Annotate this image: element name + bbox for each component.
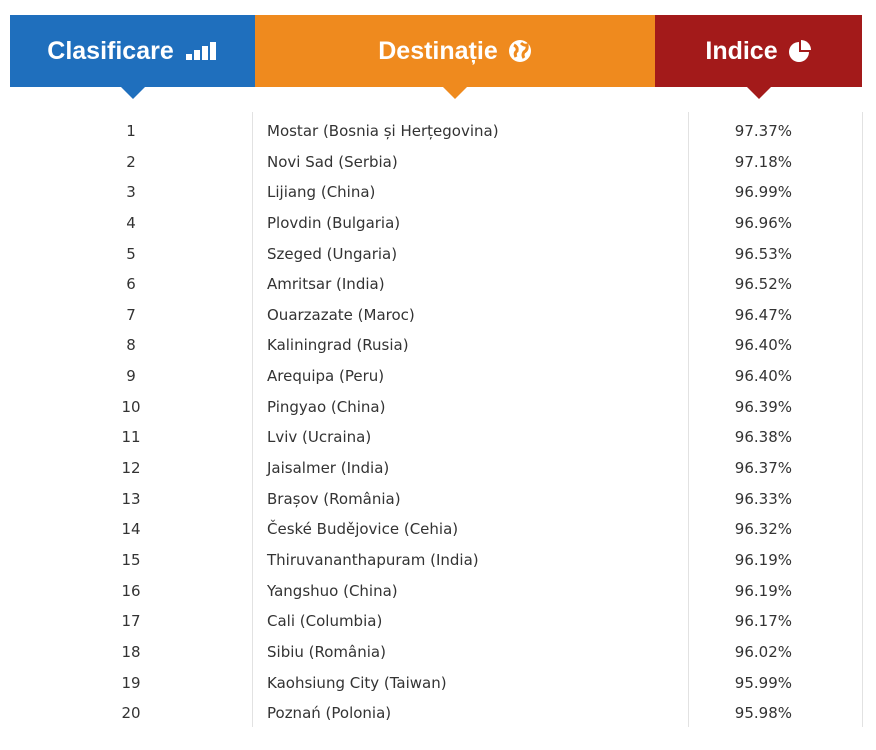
cell-dest: Mostar (Bosnia și Herțegovina): [267, 122, 499, 140]
header-label: Clasificare: [47, 36, 174, 65]
bars-icon: [185, 42, 216, 60]
cell-rank: 6: [126, 275, 136, 294]
cell-rank: 4: [126, 213, 136, 232]
cell-idx: 95.98%: [734, 704, 792, 723]
cell-idx: 96.19%: [734, 550, 792, 569]
cell-dest: České Budějovice (Cehia): [267, 520, 459, 539]
cell-idx: 96.40%: [734, 367, 792, 386]
table-row: 10 Pingyao (China) 96.39%: [10, 394, 862, 425]
cell-dest: Sibiu (România): [267, 642, 386, 661]
cell-dest: Arequipa (Peru): [267, 367, 385, 386]
cell-rank: 17: [121, 612, 141, 631]
table-row: 7 Ouarzazate (Maroc) 96.47%: [10, 302, 862, 333]
cell-dest: Lviv (Ucraina): [267, 428, 372, 447]
table-row: 2 Novi Sad (Serbia) 97.18%: [10, 149, 862, 180]
cell-idx: 97.37%: [734, 122, 792, 140]
cell-dest: Kaliningrad (Rusia): [267, 336, 409, 355]
cell-dest: Lijiang (China): [267, 183, 376, 202]
table-row: 11 Lviv (Ucraina) 96.38%: [10, 424, 862, 455]
table-row: 15 Thiruvananthapuram (India) 96.19%: [10, 547, 862, 578]
cell-dest: Plovdin (Bulgaria): [267, 213, 401, 232]
cell-rank: 18: [121, 642, 141, 661]
cell-idx: 96.47%: [734, 305, 792, 324]
cell-rank: 9: [126, 367, 136, 386]
cell-dest: Cali (Columbia): [267, 612, 383, 631]
cell-idx: 96.52%: [734, 275, 792, 294]
table-row: 13 Brașov (România) 96.33%: [10, 486, 862, 517]
cell-rank: 7: [126, 305, 136, 324]
table-row: 9 Arequipa (Peru) 96.40%: [10, 363, 862, 394]
cell-idx: 96.37%: [734, 459, 792, 478]
cell-rank: 10: [121, 397, 141, 416]
cell-rank: 5: [126, 244, 136, 263]
cell-dest: Jaisalmer (India): [267, 459, 390, 478]
cell-dest: Thiruvananthapuram (India): [267, 550, 479, 569]
cell-idx: 96.99%: [734, 183, 792, 202]
table-row: 14 České Budějovice (Cehia) 96.32%: [10, 516, 862, 547]
cell-rank: 16: [121, 581, 141, 600]
header-label: Indice: [705, 36, 778, 65]
cell-rank: 8: [126, 336, 136, 355]
cell-dest: Novi Sad (Serbia): [267, 152, 398, 171]
cell-dest: Kaohsiung City (Taiwan): [267, 673, 447, 692]
cell-rank: 12: [121, 459, 141, 478]
cell-idx: 96.39%: [734, 397, 792, 416]
divider: [688, 112, 689, 727]
table-row: 5 Szeged (Ungaria) 96.53%: [10, 241, 862, 272]
cell-rank: 20: [121, 704, 141, 723]
table-row: 8 Kaliningrad (Rusia) 96.40%: [10, 332, 862, 363]
pie-icon: [788, 40, 811, 62]
cell-idx: 96.53%: [734, 244, 792, 263]
cell-rank: 14: [121, 520, 141, 539]
cell-rank: 3: [126, 183, 136, 202]
table-row: 6 Amritsar (India) 96.52%: [10, 271, 862, 302]
table-row: 4 Plovdin (Bulgaria) 96.96%: [10, 210, 862, 241]
cell-rank: 1: [126, 122, 136, 140]
divider: [862, 112, 863, 727]
cell-idx: 96.96%: [734, 213, 792, 232]
table-row: 1 Mostar (Bosnia și Herțegovina) 97.37%: [10, 118, 862, 149]
cell-idx: 96.02%: [734, 642, 792, 661]
table-row: 17 Cali (Columbia) 96.17%: [10, 608, 862, 639]
cell-rank: 11: [121, 428, 141, 447]
cell-rank: 13: [121, 489, 141, 508]
cell-dest: Pingyao (China): [267, 397, 386, 416]
cell-idx: 95.99%: [734, 673, 792, 692]
table: 1 Mostar (Bosnia și Herțegovina) 97.37% 2 No…: [10, 118, 862, 731]
cell-dest: Poznań (Polonia): [267, 704, 392, 723]
table-row: 19 Kaohsiung City (Taiwan) 95.99%: [10, 670, 862, 701]
header-label: Destinație: [378, 36, 498, 65]
table-row: 12 Jaisalmer (India) 96.37%: [10, 455, 862, 486]
cell-idx: 96.17%: [734, 612, 792, 631]
header-rank: Clasificare: [10, 15, 255, 99]
cell-dest: Ouarzazate (Maroc): [267, 305, 415, 324]
cell-idx: 96.40%: [734, 336, 792, 355]
header-destination: Destinație: [255, 15, 655, 99]
divider: [252, 112, 253, 727]
table-row: 20 Poznań (Polonia) 95.98%: [10, 700, 862, 731]
cell-rank: 2: [126, 152, 136, 171]
cell-dest: Yangshuo (China): [267, 581, 398, 600]
cell-idx: 97.18%: [734, 152, 792, 171]
cell-idx: 96.32%: [734, 520, 792, 539]
cell-dest: Amritsar (India): [267, 275, 385, 294]
cell-dest: Brașov (România): [267, 489, 401, 508]
cell-idx: 96.38%: [734, 428, 792, 447]
cell-rank: 15: [121, 550, 141, 569]
table-row: 3 Lijiang (China) 96.99%: [10, 179, 862, 210]
cell-dest: Szeged (Ungaria): [267, 244, 398, 263]
cell-idx: 96.33%: [734, 489, 792, 508]
table-row: 16 Yangshuo (China) 96.19%: [10, 578, 862, 609]
globe-icon: [508, 40, 531, 62]
cell-idx: 96.19%: [734, 581, 792, 600]
header-index: Indice: [655, 15, 862, 99]
cell-rank: 19: [121, 673, 141, 692]
table-row: 18 Sibiu (România) 96.02%: [10, 639, 862, 670]
